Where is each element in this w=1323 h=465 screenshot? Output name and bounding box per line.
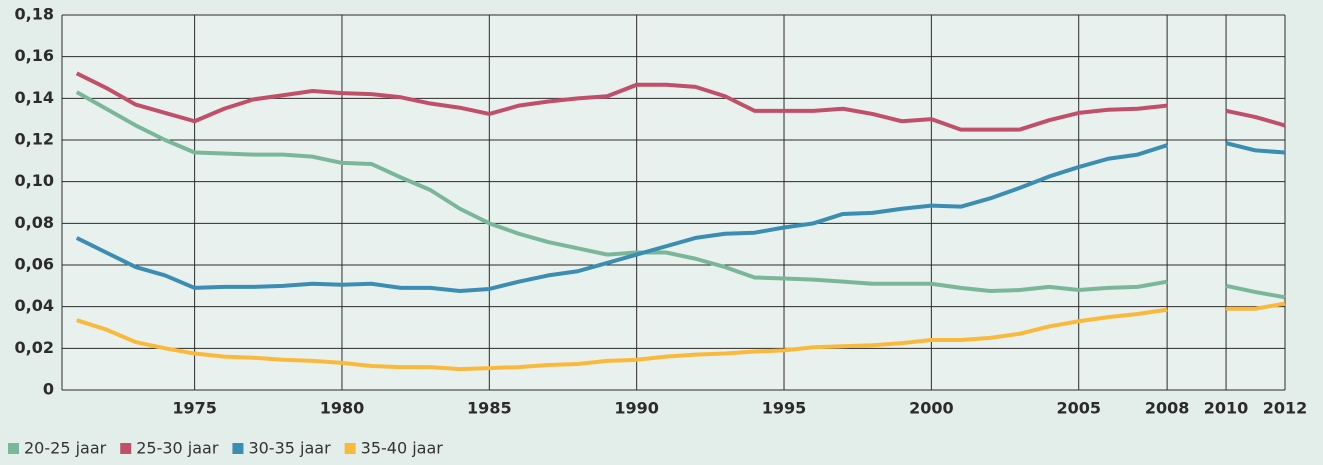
legend-swatch xyxy=(344,443,356,454)
x-tick-label: 1975 xyxy=(172,399,217,418)
y-tick-label: 0,18 xyxy=(15,5,54,24)
y-tick-label: 0,02 xyxy=(15,338,54,357)
plot-area xyxy=(62,15,1285,390)
line xyxy=(75,90,1286,300)
y-tick-label: 0,04 xyxy=(15,296,54,315)
legend-label: 20-25 jaar xyxy=(24,439,107,458)
y-tick-label: 0,12 xyxy=(15,130,54,149)
legend-label: 35-40 jaar xyxy=(361,439,444,458)
y-tick-label: 0,16 xyxy=(15,46,54,65)
x-tick-label: 1990 xyxy=(614,399,659,418)
legend-swatch xyxy=(232,443,244,454)
y-tick-label: 0 xyxy=(43,380,54,399)
y-tick-label: 0,10 xyxy=(15,171,54,190)
legend-label: 30-35 jaar xyxy=(248,439,331,458)
x-tick-label: 2000 xyxy=(909,399,954,418)
line xyxy=(75,71,1286,132)
x-tick-label: 1980 xyxy=(320,399,365,418)
x-tick-label: 2008 xyxy=(1145,399,1190,418)
line xyxy=(76,301,1286,372)
x-tick-label: 1995 xyxy=(762,399,807,418)
y-tick-label: 0,14 xyxy=(15,88,54,107)
x-tick-label: 2012 xyxy=(1263,399,1308,418)
x-tick-label: 2010 xyxy=(1204,399,1249,418)
y-tick-label: 0,08 xyxy=(15,213,54,232)
y-tick-label: 0,06 xyxy=(15,255,54,274)
line xyxy=(75,141,1286,294)
x-tick-label: 2005 xyxy=(1056,399,1101,418)
legend-swatch xyxy=(120,443,132,454)
legend-swatch xyxy=(8,443,19,454)
legend-label: 25-30 jaar xyxy=(136,439,219,458)
x-tick-label: 1985 xyxy=(467,399,512,418)
